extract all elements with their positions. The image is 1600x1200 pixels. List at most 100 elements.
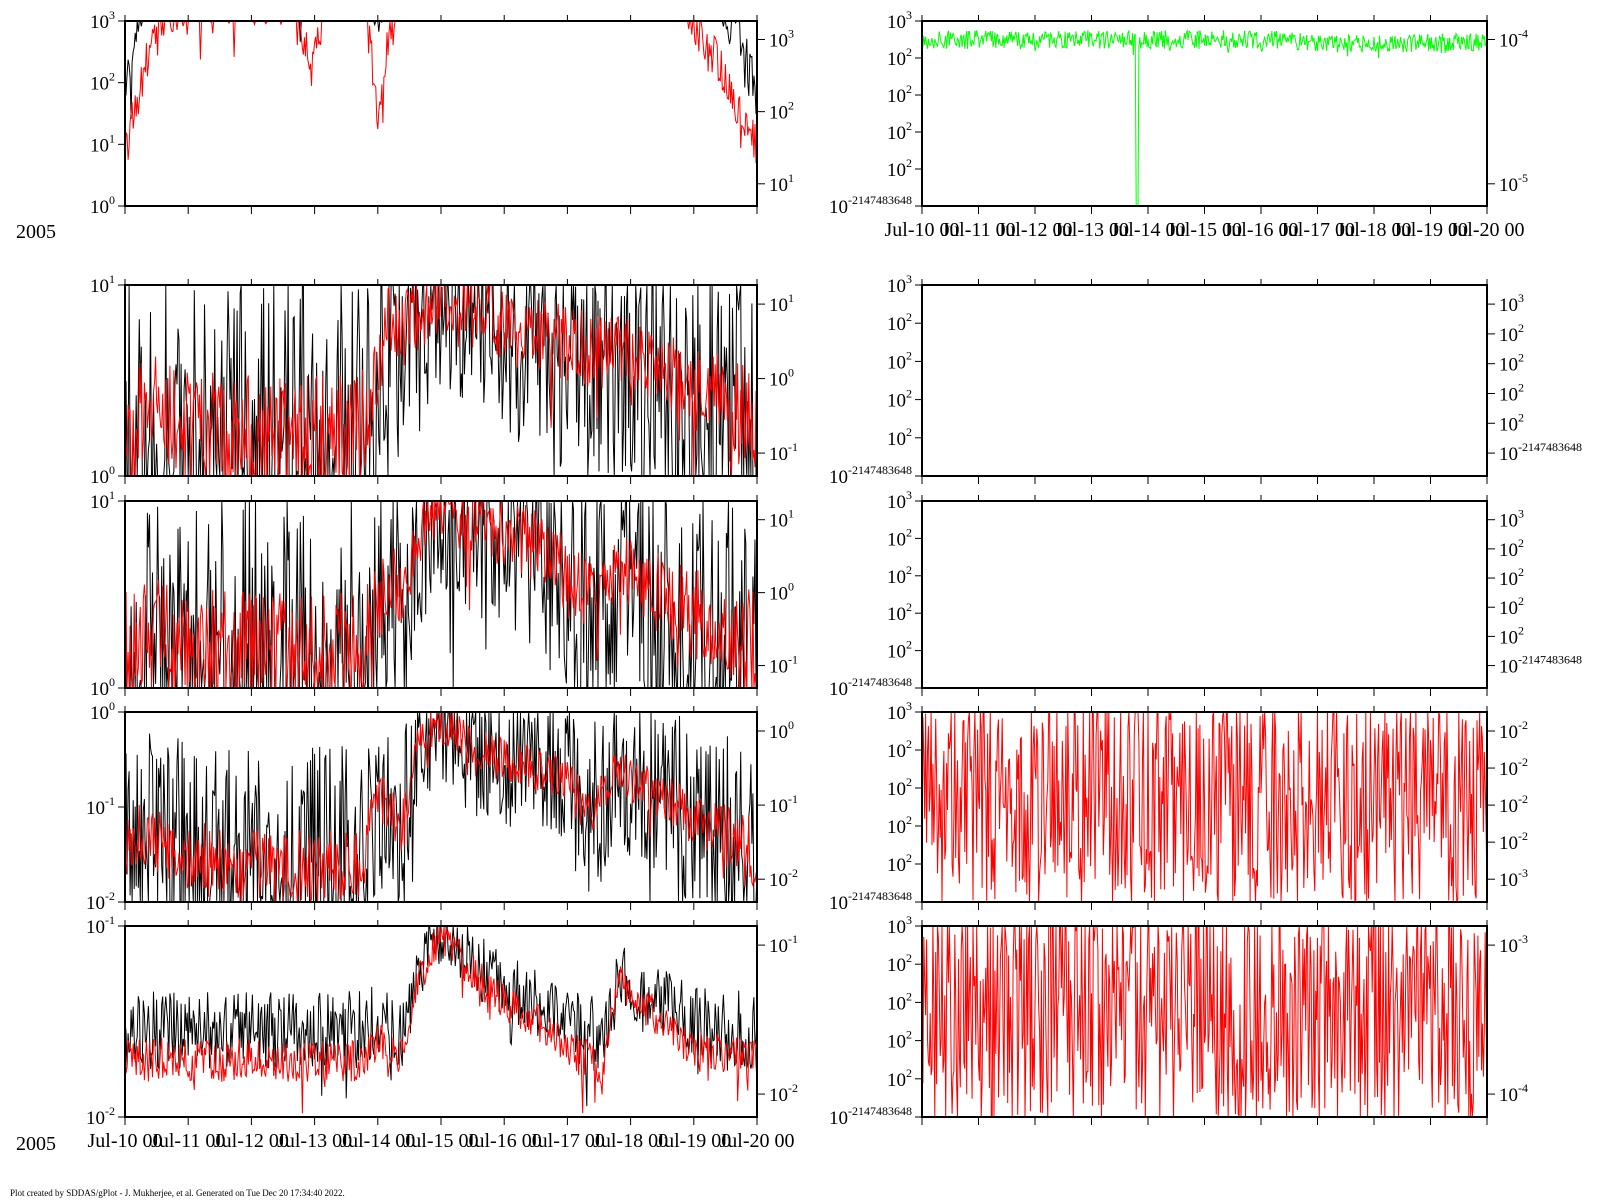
y-tick-label-left: 101 bbox=[90, 272, 115, 297]
x-tick-label: Jul-19 00 bbox=[656, 1130, 731, 1152]
y-tick-label-right: 10-2147483648 bbox=[1499, 653, 1582, 678]
y-tick-label-left: 103 bbox=[887, 699, 912, 724]
year-label-bottom: 2005 bbox=[16, 1133, 56, 1155]
series-group bbox=[922, 712, 1487, 902]
panel-l2: 100 101 10-1 100 101 bbox=[90, 272, 798, 488]
plot-frame bbox=[921, 20, 1488, 207]
plot-frame bbox=[921, 284, 1488, 477]
series-group bbox=[922, 926, 1487, 1117]
y-tick-label-right: 10-2 bbox=[769, 866, 798, 891]
series-line-1 bbox=[922, 28, 1487, 206]
y-tick-label-left: 102 bbox=[887, 119, 912, 144]
y-tick-label-right: 102 bbox=[1499, 351, 1524, 376]
y-tick-label-left: 103 bbox=[90, 8, 115, 33]
panel-r5: 10-2147483648 102 102 102 102 103 10-4 10-3 bbox=[829, 913, 1528, 1129]
y-tick-label-left: 102 bbox=[887, 1028, 912, 1053]
y-tick-label-left: 100 bbox=[90, 463, 115, 488]
y-tick-label-left: 102 bbox=[887, 525, 912, 550]
y-tick-label-left: 102 bbox=[887, 813, 912, 838]
y-tick-label-left: 102 bbox=[887, 563, 912, 588]
y-tick-label-left: 102 bbox=[887, 45, 912, 70]
plot-frame bbox=[921, 500, 1488, 689]
plot-frame bbox=[124, 20, 758, 207]
footer-credit: Plot created by SDDAS/gPlot - J. Mukherj… bbox=[10, 1188, 345, 1198]
x-tick-label: Jul-12 00 bbox=[998, 219, 1073, 241]
x-tick-label: Jul-16 00 bbox=[1224, 219, 1299, 241]
y-tick-label-left: 102 bbox=[887, 989, 912, 1014]
series-group bbox=[125, 501, 757, 688]
series-line-1 bbox=[922, 926, 1487, 1117]
y-tick-label-right: 102 bbox=[1499, 380, 1524, 405]
y-tick-label-right: 102 bbox=[1499, 321, 1524, 346]
y-tick-label-right: 103 bbox=[1499, 507, 1524, 532]
y-tick-label-right: 102 bbox=[1499, 594, 1524, 619]
y-tick-label-left: 102 bbox=[887, 82, 912, 107]
series-line-1 bbox=[125, 285, 757, 476]
series-line-2 bbox=[125, 285, 757, 476]
y-tick-label-right: 102 bbox=[1499, 536, 1524, 561]
y-tick-label-right: 10-1 bbox=[769, 792, 798, 817]
y-tick-label-left: 101 bbox=[90, 131, 115, 156]
y-tick-label-right: 10-1 bbox=[769, 932, 798, 957]
y-tick-label-left: 102 bbox=[887, 310, 912, 335]
series-line-2 bbox=[125, 712, 757, 902]
y-tick-label-right: 102 bbox=[1499, 410, 1524, 435]
y-tick-label-right: 101 bbox=[769, 291, 794, 316]
series-line-2 bbox=[125, 501, 757, 688]
y-tick-label-left: 102 bbox=[887, 951, 912, 976]
panel-r1: 10-2147483648 102 102 102 102 103 10-5 10-4 Jul-… bbox=[829, 8, 1528, 241]
y-tick-label-right: 10-4 bbox=[1499, 1081, 1528, 1106]
x-tick-label: Jul-16 00 bbox=[467, 1130, 542, 1152]
y-tick-label-left: 10-2147483648 bbox=[829, 193, 912, 218]
y-tick-label-right: 102 bbox=[1499, 565, 1524, 590]
y-tick-label-left: 103 bbox=[887, 488, 912, 513]
y-tick-label-left: 10-1 bbox=[86, 794, 115, 819]
y-tick-label-right: 10-3 bbox=[1499, 866, 1528, 891]
series-line-1 bbox=[125, 712, 757, 902]
panel-r2: 10-2147483648 102 102 102 102 103 10-214748364… bbox=[829, 272, 1582, 488]
x-tick-label: Jul-17 00 bbox=[1280, 219, 1355, 241]
series-group bbox=[125, 285, 757, 476]
y-tick-label-left: 100 bbox=[90, 699, 115, 724]
y-tick-label-left: 100 bbox=[90, 675, 115, 700]
series-group bbox=[125, 712, 757, 902]
y-tick-label-left: 10-2147483648 bbox=[829, 889, 912, 914]
series-line-2 bbox=[125, 21, 757, 164]
y-tick-label-right: 10-2 bbox=[1499, 755, 1528, 780]
y-tick-label-left: 102 bbox=[887, 156, 912, 181]
y-tick-label-left: 100 bbox=[90, 193, 115, 218]
x-tick-label: Jul-15 00 bbox=[404, 1130, 479, 1152]
y-tick-label-right: 10-1 bbox=[769, 440, 798, 465]
panels: 10010110210310110210310010110-1100101100… bbox=[86, 8, 1582, 1152]
y-tick-label-left: 102 bbox=[887, 737, 912, 762]
y-tick-label-left: 102 bbox=[887, 1066, 912, 1091]
y-tick-label-right: 10-2 bbox=[1499, 718, 1528, 743]
panel-l4: 10-2 10-1 100 10-2 10-1 100 bbox=[86, 699, 798, 914]
y-tick-label-right: 10-2147483648 bbox=[1499, 440, 1582, 465]
y-tick-label-left: 103 bbox=[887, 8, 912, 33]
x-tick-label: Jul-12 00 bbox=[214, 1130, 289, 1152]
y-tick-label-right: 10-5 bbox=[1499, 171, 1528, 196]
x-tick-label: Jul-18 00 bbox=[1337, 219, 1412, 241]
y-tick-label-right: 100 bbox=[769, 366, 794, 391]
series-group bbox=[125, 926, 757, 1114]
series-line-1 bbox=[922, 712, 1487, 902]
y-tick-label-right: 10-1 bbox=[769, 653, 798, 678]
y-tick-label-left: 102 bbox=[90, 70, 115, 95]
y-tick-label-left: 10-1 bbox=[86, 913, 115, 938]
x-tick-label: Jul-20 00 bbox=[1450, 219, 1525, 241]
y-tick-label-right: 10-2 bbox=[1499, 829, 1528, 854]
series-line-2 bbox=[125, 926, 757, 1114]
y-tick-label-right: 10-2 bbox=[769, 1081, 798, 1106]
year-label-top: 2005 bbox=[16, 221, 56, 243]
series-group bbox=[922, 28, 1487, 206]
y-tick-label-left: 103 bbox=[887, 913, 912, 938]
panel-r3: 10-2147483648 102 102 102 102 103 10-214748364… bbox=[829, 488, 1582, 700]
x-tick-label: Jul-10 00 bbox=[88, 1130, 163, 1152]
series-group bbox=[125, 21, 757, 164]
x-tick-label: Jul-18 00 bbox=[593, 1130, 668, 1152]
panel-l3: 100 101 10-1 100 101 bbox=[90, 488, 798, 700]
panel-l1: 100 101 102 103 101 102 103 bbox=[90, 8, 794, 218]
